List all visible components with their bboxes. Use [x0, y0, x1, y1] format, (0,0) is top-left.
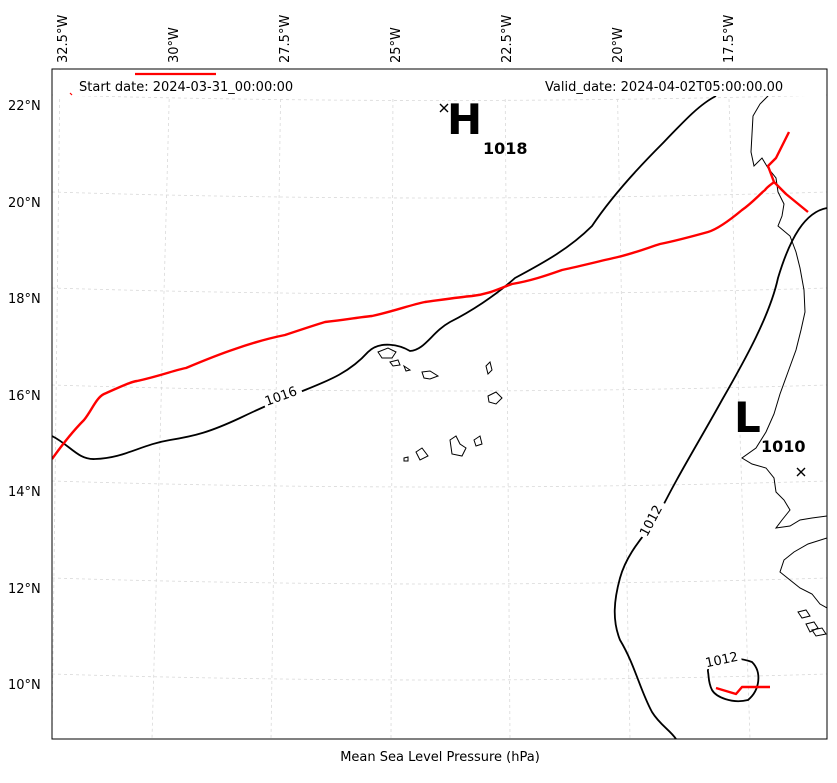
low-pressure-symbol: L [734, 393, 761, 442]
lat-tick-label: 18°N [8, 292, 41, 307]
island [403, 456, 409, 462]
island [473, 435, 483, 447]
lon-tick-label: 22.5°W [500, 15, 515, 63]
lon-tick-label: 17.5°W [722, 15, 737, 63]
island-bijagos [805, 621, 819, 633]
high-center-marker [439, 103, 449, 113]
map-caption: Mean Sea Level Pressure (hPa) [340, 750, 540, 765]
lat-tick-label: 16°N [8, 389, 41, 404]
high-pressure-symbol: H [447, 95, 482, 144]
longitude-tick-labels: 32.5°W 30°W 27.5°W 25°W 22.5°W 20°W 17.5… [56, 15, 737, 63]
island [487, 391, 503, 405]
meridian-line [151, 69, 171, 739]
africa-coastline [779, 537, 827, 609]
lat-tick-label: 10°N [8, 678, 41, 693]
lat-tick-label: 22°N [8, 99, 41, 114]
graticule [52, 69, 827, 739]
meridian-line [52, 69, 61, 739]
low-center-x-icon [796, 467, 806, 477]
parallel-line [52, 673, 827, 681]
valid-date-label: Valid_date: 2024-04-02T05:00:00.00 [545, 80, 783, 95]
high-pressure-value: 1018 [483, 139, 528, 158]
parallel-line [52, 384, 827, 392]
isobar-labels: 1016 1012 1012 [260, 381, 743, 672]
island [402, 364, 412, 372]
meridian-line [390, 69, 394, 739]
meridian-line [727, 69, 751, 739]
isobar-label: 1012 [637, 503, 666, 539]
island-bijagos [811, 627, 827, 637]
map-frame [51, 68, 828, 740]
isobar-1016 [52, 95, 717, 460]
lon-tick-label: 27.5°W [278, 15, 293, 63]
lon-tick-label: 30°W [167, 27, 182, 63]
cape-verde-islands [377, 347, 503, 462]
legend-front-dot [69, 92, 73, 96]
front-line-main [52, 181, 775, 460]
island-bijagos [797, 609, 811, 619]
island [421, 370, 440, 380]
front-line-short [715, 685, 770, 696]
high-center-x-icon [439, 103, 449, 113]
parallel-line [52, 480, 827, 488]
low-pressure-value: 1010 [761, 437, 806, 456]
meridian-line [616, 69, 631, 739]
lon-tick-label: 25°W [389, 27, 404, 63]
parallel-line [52, 577, 827, 585]
lat-tick-label: 20°N [8, 196, 41, 211]
parallel-line [52, 94, 827, 101]
lon-tick-label: 20°W [611, 27, 626, 63]
isobars [52, 95, 827, 739]
isobar-label: 1016 [263, 384, 299, 409]
meridian-line [270, 69, 282, 739]
lat-tick-label: 12°N [8, 582, 41, 597]
front-line-branch [766, 131, 809, 213]
start-date-label: Start date: 2024-03-31_00:00:00 [79, 80, 293, 95]
island [415, 447, 429, 461]
island [389, 359, 401, 367]
island [377, 347, 397, 359]
lon-tick-label: 32.5°W [56, 15, 71, 63]
low-center-marker [796, 467, 806, 477]
parallel-line [52, 191, 827, 199]
meridian-line [504, 69, 511, 739]
lat-tick-label: 14°N [8, 485, 41, 500]
africa-coastline [741, 95, 827, 529]
isobar-label: 1012 [704, 650, 739, 672]
fronts [52, 131, 809, 696]
island [485, 361, 493, 375]
island [449, 435, 467, 457]
map-area [52, 69, 827, 739]
parallel-line [52, 287, 827, 295]
latitude-tick-labels: 22°N 20°N 18°N 16°N 14°N 12°N 10°N [8, 99, 41, 693]
